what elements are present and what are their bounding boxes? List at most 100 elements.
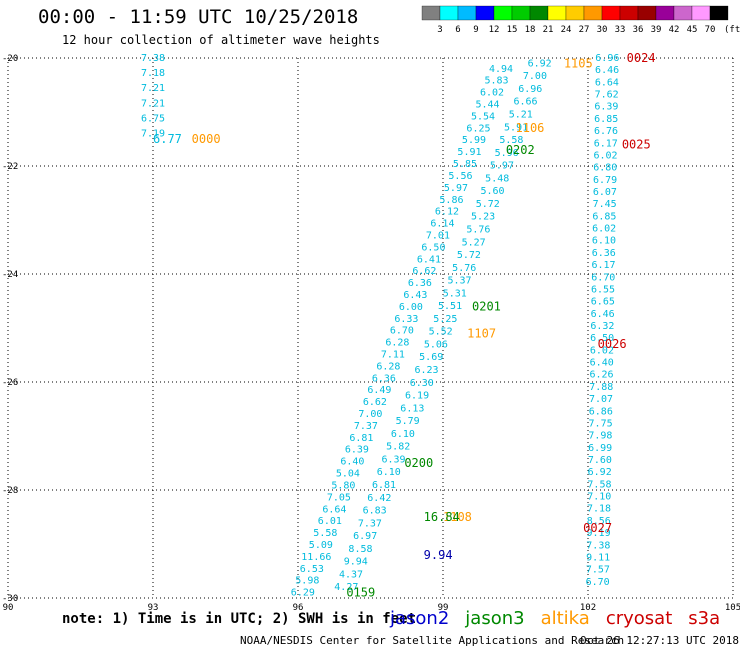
x-tick-label: 99 [438, 603, 449, 613]
swh-value: 6.96 [595, 53, 619, 64]
swh-value: 6.25 [466, 123, 490, 134]
colorbar-tick: 12 [489, 25, 500, 35]
footnote: note: 1) Time is in UTC; 2) SWH is in fe… [62, 611, 417, 627]
colorbar-swatch [655, 5, 675, 21]
swh-value: 6.13 [400, 403, 424, 414]
swh-value: 6.62 [363, 397, 387, 408]
swh-value: 6.12 [435, 207, 459, 218]
swh-value: 6.14 [430, 219, 454, 230]
swh-value: 6.86 [589, 406, 613, 417]
swh-value: 7.07 [589, 394, 613, 405]
legend-jason2: jason2 [390, 608, 450, 629]
swh-value: 5.83 [484, 76, 508, 87]
swh-value: 5.48 [485, 173, 509, 184]
swh-value: 7.21 [141, 83, 165, 94]
swh-value: 6.85 [592, 211, 616, 222]
swh-value: 6.29 [291, 588, 315, 599]
swh-value: 6.65 [591, 297, 615, 308]
swh-value: 5.97 [444, 183, 468, 194]
swh-value: 6.10 [391, 429, 415, 440]
swh-value: 5.76 [452, 263, 476, 274]
swh-value: 5.25 [433, 314, 457, 325]
swh-value: 6.92 [588, 467, 612, 478]
chart-title: 00:00 - 11:59 UTC 10/25/2018 [38, 6, 359, 28]
timestamp: Oct 26 12:27:13 UTC 2018 [580, 634, 739, 647]
swh-value: 6.39 [345, 445, 369, 456]
colorbar-tick: 36 [633, 25, 644, 35]
swh-value: 6.30 [410, 378, 434, 389]
swh-value: 5.97 [490, 161, 514, 172]
swh-value: 6.49 [367, 385, 391, 396]
swh-value: 6.70 [591, 272, 615, 283]
swh-value: 7.21 [141, 98, 165, 109]
colorbar-swatch [583, 5, 603, 21]
pass-time-label: 0000 [192, 132, 221, 146]
colorbar-swatch [619, 5, 639, 21]
swh-value: 7.10 [587, 492, 611, 503]
colorbar-swatch [565, 5, 585, 21]
swh-value: 6.40 [340, 457, 364, 468]
swh-value: 7.88 [589, 382, 613, 393]
colorbar-tick: 18 [525, 25, 536, 35]
swh-value: 6.28 [385, 338, 409, 349]
pass-time-label: 1108 [443, 510, 472, 524]
swh-value: 5.76 [466, 224, 490, 235]
swh-value: 6.50 [421, 242, 445, 253]
swh-value: 6.99 [588, 443, 612, 454]
swh-value: 8.58 [348, 544, 372, 555]
swh-value: 6.01 [318, 516, 342, 527]
x-tick-label: 102 [580, 603, 596, 613]
pass-time-label: 0159 [346, 586, 375, 600]
swh-value: 5.51 [438, 301, 462, 312]
swh-value: 7.37 [358, 518, 382, 529]
swh-value: 6.07 [593, 187, 617, 198]
axes: 90 93 96 99 102 105 -20 -22 -24 -26 -28 -30 [2, 54, 740, 613]
swh-value: 7.38 [141, 53, 165, 64]
swh-value: 6.97 [353, 531, 377, 542]
colorbar-tick: 45 [687, 25, 698, 35]
colorbar-swatch [511, 5, 531, 21]
swh-value: 6.81 [349, 433, 373, 444]
swh-value: 7.05 [327, 492, 351, 503]
swh-value: 5.79 [396, 416, 420, 427]
swh-value: 7.18 [141, 68, 165, 79]
y-tick-label: -30 [2, 594, 18, 604]
legend: jason2 jason3 altika cryosat s3a [390, 608, 736, 629]
pass-time-label: 1107 [467, 326, 496, 340]
colorbar-swatch [475, 5, 495, 21]
swh-value: 6.79 [593, 175, 617, 186]
colorbar-unit: (ft) [724, 25, 740, 35]
swh-value: 7.11 [381, 350, 405, 361]
swh-value: 7.98 [588, 431, 612, 442]
swh-value: 6.39 [594, 102, 618, 113]
swh-value: 5.85 [453, 159, 477, 170]
legend-jason3: jason3 [465, 608, 525, 629]
swh-value: 5.27 [462, 237, 486, 248]
pass-time-label: 6.77 [153, 132, 182, 146]
swh-value: 5.21 [509, 110, 533, 121]
swh-value: 6.43 [403, 290, 427, 301]
swh-value: 7.00 [523, 71, 547, 82]
swh-value: 6.26 [589, 370, 613, 381]
swh-value: 4.27 [334, 582, 358, 593]
swh-value: 6.76 [594, 126, 618, 137]
colorbar-swatch [421, 5, 441, 21]
colorbar-swatch [547, 5, 567, 21]
colorbar-tick: 21 [543, 25, 554, 35]
swh-value: 7.58 [587, 479, 611, 490]
swh-value: 7.00 [358, 409, 382, 420]
colorbar-tick: 42 [669, 25, 680, 35]
swh-value: 9.19 [587, 528, 611, 539]
colorbar-tick: 9 [473, 25, 478, 35]
swh-value: 5.54 [471, 111, 495, 122]
pass-time-label: 1105 [564, 56, 593, 70]
colorbar-tick: 24 [561, 25, 572, 35]
x-tick-label: 90 [3, 603, 14, 613]
swh-value: 5.86 [439, 195, 463, 206]
pass-time-label: 0200 [404, 456, 433, 470]
swh-value: 6.81 [372, 480, 396, 491]
swh-value: 5.44 [475, 100, 499, 111]
swh-value: 6.80 [593, 163, 617, 174]
colorbar-tick: 33 [615, 25, 626, 35]
swh-value: 6.10 [592, 236, 616, 247]
